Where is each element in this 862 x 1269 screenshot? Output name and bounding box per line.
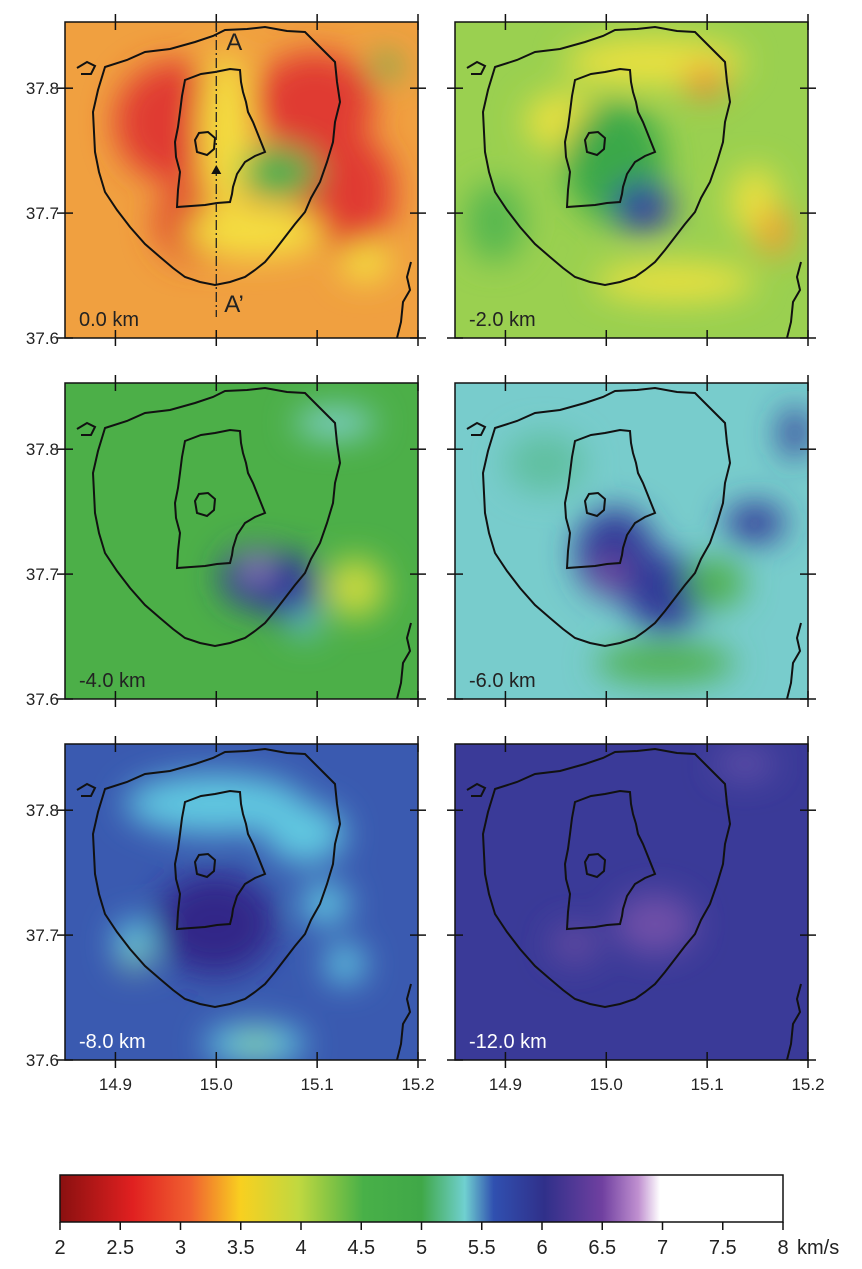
y-tick-label: 37.6	[26, 329, 59, 348]
colorbar-tick-label: 2	[54, 1237, 65, 1259]
colorbar-tick-label: 7	[657, 1237, 668, 1259]
colorbar-tick-label: 3	[175, 1237, 186, 1259]
x-tick-label: 15.2	[401, 1075, 434, 1094]
velocity-field	[65, 22, 418, 338]
map-panel: -2.0 km	[447, 14, 816, 346]
colorbar-tick-label: 5	[416, 1237, 427, 1259]
anomaly	[340, 242, 390, 282]
anomaly	[265, 804, 345, 864]
anomaly	[465, 182, 525, 262]
y-tick-label: 37.7	[26, 926, 59, 945]
anomaly	[325, 558, 385, 618]
anomaly	[757, 207, 793, 257]
x-tick-label: 14.9	[99, 1075, 132, 1094]
colorbar-tick-label: 5.5	[468, 1237, 496, 1259]
colorbar-tick-label: 7.5	[709, 1237, 737, 1259]
colorbar-tick-label: 6	[536, 1237, 547, 1259]
anomaly	[290, 608, 320, 638]
panel-frame	[454, 382, 809, 700]
y-tick-label: 37.7	[26, 565, 59, 584]
depth-label: -8.0 km	[79, 1031, 146, 1053]
anomalies	[465, 37, 793, 302]
anomaly	[235, 1034, 275, 1054]
panel-frame	[64, 21, 419, 339]
anomaly	[685, 558, 745, 608]
anomaly	[550, 924, 600, 964]
map-panel: -6.0 km	[447, 375, 816, 707]
y-tick-label: 37.8	[26, 79, 59, 98]
map-panel: 37.6 37.7 37.8 -4.0 km	[26, 375, 426, 709]
anomaly	[715, 749, 775, 779]
x-tick-label: 15.0	[590, 1075, 623, 1094]
colorbar-tick-label: 2.5	[106, 1237, 134, 1259]
y-tick-label: 37.8	[26, 440, 59, 459]
anomaly	[595, 643, 735, 683]
y-tick-label: 37.6	[26, 1051, 59, 1070]
anomaly	[125, 947, 145, 971]
depth-label: -12.0 km	[469, 1031, 547, 1053]
anomaly	[125, 774, 305, 834]
panel-frame	[454, 743, 809, 1061]
anomaly	[155, 874, 275, 974]
anomaly	[300, 884, 350, 924]
anomaly	[595, 262, 755, 302]
profile-end: A’	[224, 291, 244, 318]
panel-frame	[454, 21, 809, 339]
velocity-field	[65, 744, 418, 1060]
panel-frame	[64, 382, 419, 700]
x-tick-label: 15.2	[791, 1075, 824, 1094]
panel-frame	[64, 743, 419, 1061]
depth-label: -2.0 km	[469, 309, 536, 331]
depth-label: 0.0 km	[79, 309, 139, 331]
map-panel: 14.9 15.0 15.1 15.2 37.6 37.7 37.8 -8.0 km	[26, 736, 435, 1094]
velocity-field	[455, 744, 808, 1060]
colorbar-tick-label: 3.5	[227, 1237, 255, 1259]
colorbar-tick-label: 4.5	[347, 1237, 375, 1259]
anomaly	[249, 560, 265, 576]
colorbar-tick-label: 6.5	[588, 1237, 616, 1259]
anomaly	[505, 433, 585, 493]
anomaly	[240, 147, 320, 197]
map-panel: 14.9 15.0 15.1 15.2 -12.0 km	[447, 736, 825, 1094]
velocity-field	[455, 22, 808, 338]
x-tick-label: 15.1	[691, 1075, 724, 1094]
anomaly	[725, 503, 785, 543]
station-marker	[211, 165, 222, 174]
anomaly	[613, 182, 673, 232]
anomaly	[370, 55, 400, 79]
anomaly	[115, 919, 155, 969]
anomaly	[325, 944, 365, 984]
depth-label: -4.0 km	[79, 670, 146, 692]
colorbar-scale	[59, 1174, 784, 1223]
y-tick-label: 37.7	[26, 204, 59, 223]
x-tick-label: 14.9	[489, 1075, 522, 1094]
anomaly	[780, 408, 808, 458]
anomaly	[295, 132, 395, 252]
colorbar-unit: km/s	[797, 1237, 839, 1259]
anomalies	[505, 408, 808, 683]
x-tick-label: 15.0	[200, 1075, 233, 1094]
anomaly	[625, 553, 705, 633]
anomalies	[550, 749, 775, 964]
map-panel: 37.6 37.7 37.8 0.0 km A A’	[26, 14, 426, 348]
x-tick-label: 15.1	[301, 1075, 334, 1094]
profile-start: A	[226, 29, 242, 56]
anomalies	[115, 774, 365, 1060]
depth-label: -6.0 km	[469, 670, 536, 692]
anomaly	[615, 894, 695, 954]
map-background	[65, 383, 418, 699]
anomaly	[255, 52, 375, 152]
velocity-field	[455, 383, 808, 699]
colorbar-tick-label: 8	[777, 1237, 788, 1259]
anomaly	[685, 67, 725, 97]
y-tick-label: 37.6	[26, 690, 59, 709]
velocity-field	[65, 383, 418, 699]
colorbar-tick-label: 4	[295, 1237, 306, 1259]
anomaly	[185, 207, 325, 257]
colorbar: 2 2.5 3 3.5 4 4.5 5 5.5 6 6.5 7 7.5 8 km/s	[54, 1174, 839, 1259]
y-tick-label: 37.8	[26, 801, 59, 820]
